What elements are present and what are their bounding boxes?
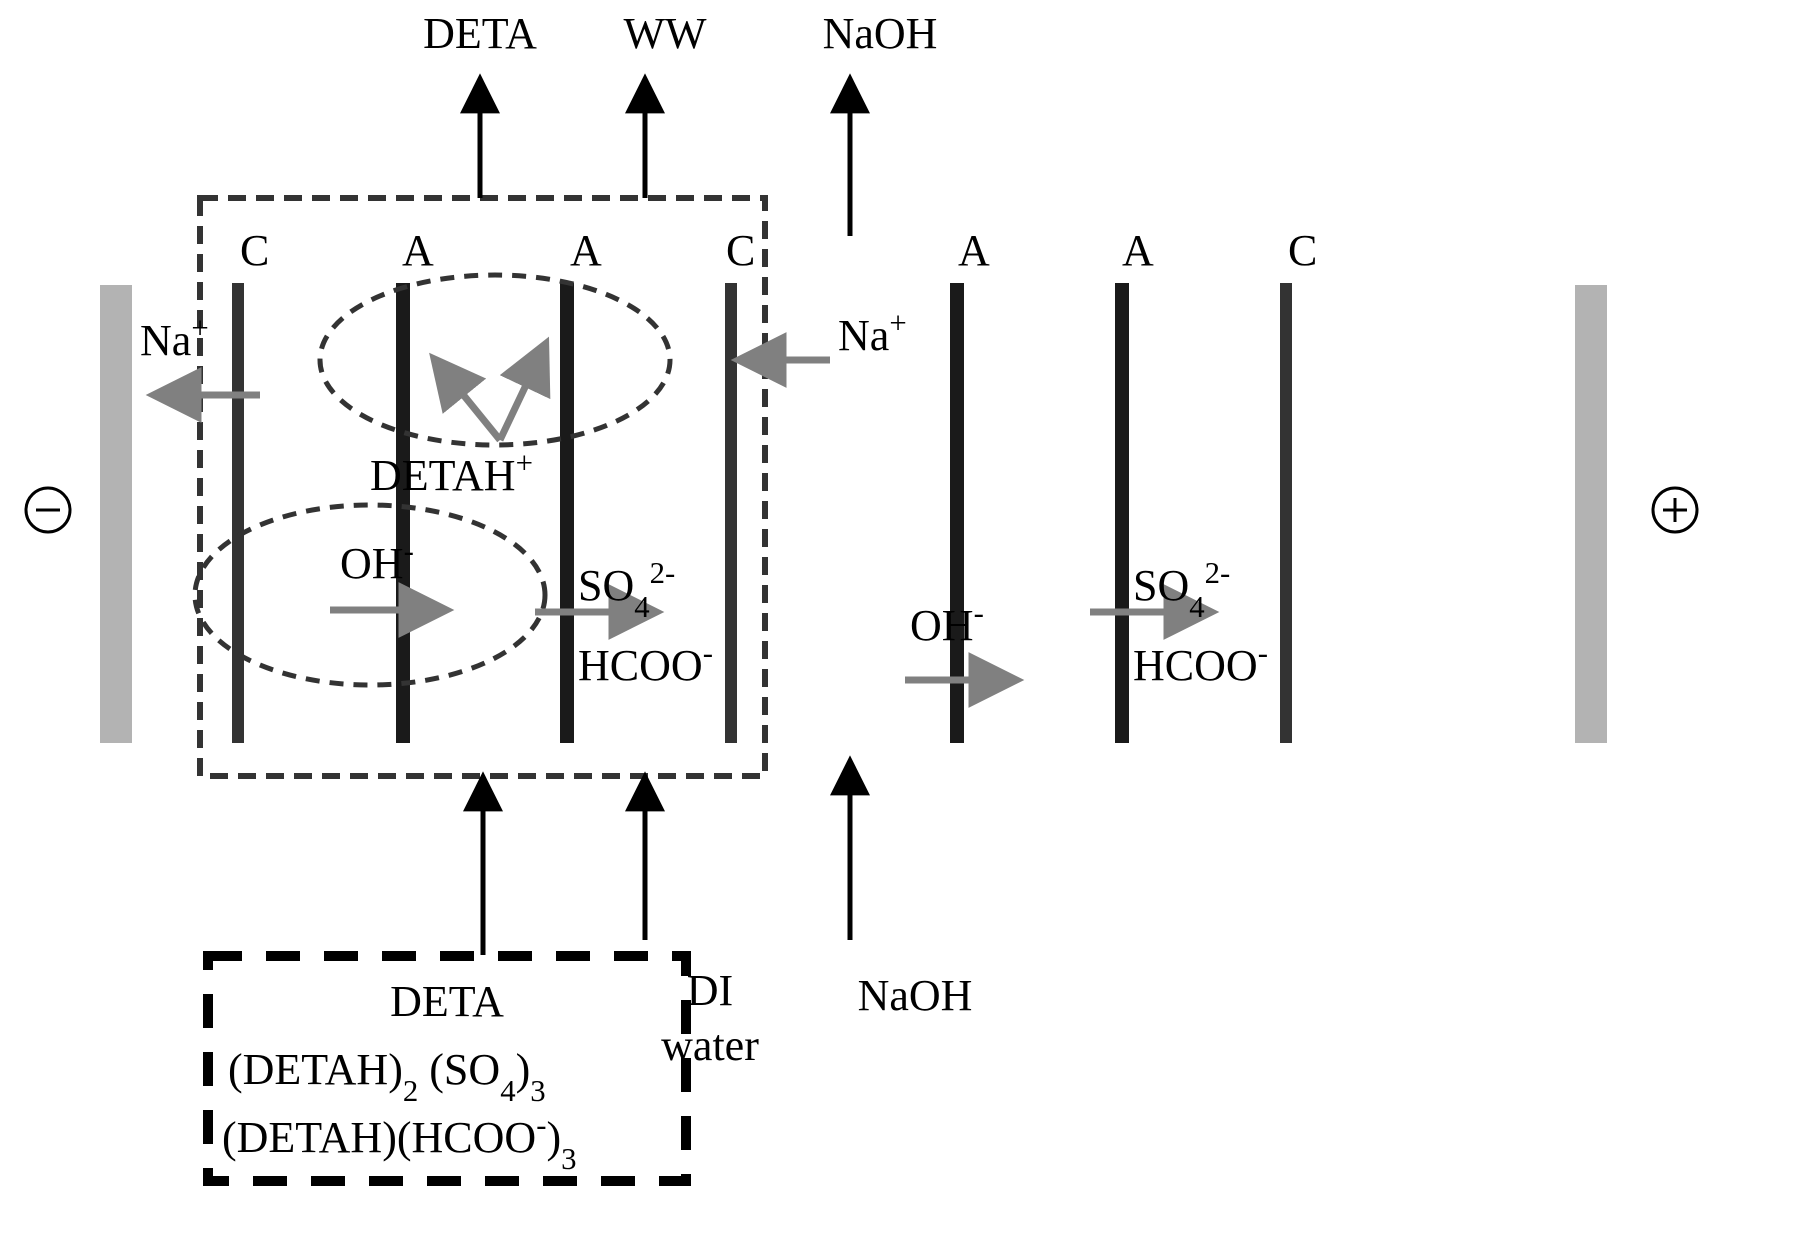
label-oh-1: OH- [340,534,414,588]
membrane-5 [1115,283,1129,743]
label-out-naoh: NaOH [823,9,938,58]
label-oh-2: OH- [910,596,984,650]
membrane-1 [396,283,410,743]
membrane-0 [232,283,244,743]
electrode-left [100,285,132,743]
label-detah: DETAH+ [370,446,533,500]
membrane-3 [725,283,737,743]
label-hcoo-2: HCOO- [1133,636,1268,690]
membrane-label-3: C [726,226,755,275]
label-out-deta: DETA [423,9,537,58]
membrane-label-2: A [570,226,602,275]
label-in-naoh: NaOH [858,971,973,1020]
membrane-4 [950,283,964,743]
feed-line1: DETA [390,977,504,1026]
label-out-ww: WW [623,9,707,58]
membrane-label-1: A [402,226,434,275]
membrane-label-5: A [1122,226,1154,275]
membrane-label-0: C [240,226,269,275]
electrode-right [1575,285,1607,743]
membrane-2 [560,283,574,743]
label-in-di: DI [687,966,733,1015]
membrane-6 [1280,283,1292,743]
membrane-label-6: C [1288,226,1317,275]
label-hcoo-1: HCOO- [578,636,713,690]
label-in-water: water [661,1021,759,1070]
membrane-label-4: A [958,226,990,275]
